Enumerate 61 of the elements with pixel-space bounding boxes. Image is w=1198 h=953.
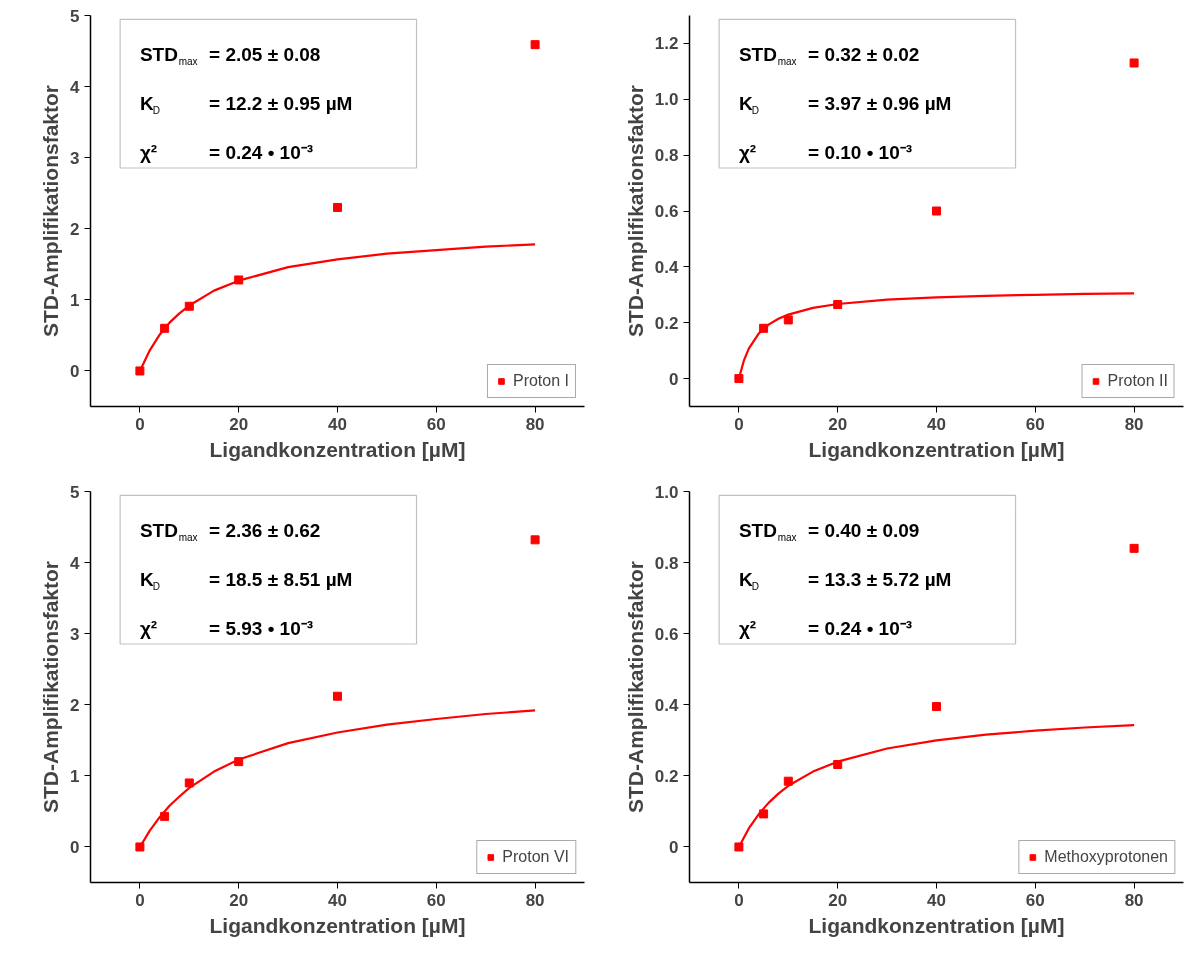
y-axis-title: STD-Amplifikationsfaktor xyxy=(623,560,647,814)
legend-label: Methoxyprotonen xyxy=(1044,848,1168,866)
y-tick-label: 5 xyxy=(70,6,80,26)
y-tick-label: 0.4 xyxy=(654,257,680,277)
x-axis-title: Ligandkonzentration [µM] xyxy=(808,437,1065,461)
y-tick-label: 2 xyxy=(70,219,80,239)
text: χ² = 0.10 • 10⁻³ xyxy=(738,141,913,163)
x-tick-label: 20 xyxy=(828,414,848,434)
y-tick-label: 4 xyxy=(70,553,81,573)
x-axis-title: Ligandkonzentration [µM] xyxy=(209,913,466,937)
y-axis-title: STD-Amplifikationsfaktor xyxy=(39,560,63,814)
y-tick-label: 0 xyxy=(70,361,80,381)
x-tick-label: 20 xyxy=(229,414,249,434)
y-tick-label: 1 xyxy=(70,290,80,310)
x-tick-label: 60 xyxy=(1025,890,1045,910)
legend-label: Proton VI xyxy=(502,848,569,866)
x-tick-label: 0 xyxy=(734,414,744,434)
x-tick-label: 0 xyxy=(135,414,145,434)
x-tick-label: 40 xyxy=(328,890,347,910)
text: χ² = 5.93 • 10⁻³ xyxy=(139,617,314,639)
y-tick-label: 3 xyxy=(70,148,80,168)
x-tick-label: 60 xyxy=(426,890,446,910)
x-tick-label: 20 xyxy=(229,890,249,910)
legend-label: Proton II xyxy=(1107,372,1168,390)
y-tick-label: 0.6 xyxy=(654,202,679,221)
x-tick-label: 60 xyxy=(426,414,446,434)
y-tick-label: 3 xyxy=(70,624,80,644)
y-axis-title: STD-Amplifikationsfaktor xyxy=(623,84,647,338)
y-tick-label: 0.2 xyxy=(654,313,679,333)
y-axis-title: STD-Amplifikationsfaktor xyxy=(39,84,63,338)
y-tick-label: 5 xyxy=(70,482,80,502)
y-tick-label: 2 xyxy=(70,695,80,715)
x-tick-label: 60 xyxy=(1025,414,1045,434)
x-axis-title: Ligandkonzentration [µM] xyxy=(209,437,466,461)
y-tick-label: 0.4 xyxy=(654,695,680,715)
y-tick-label: 0 xyxy=(669,369,679,389)
y-tick-label: 0.2 xyxy=(654,766,679,786)
y-tick-label: 1 xyxy=(70,766,80,786)
x-tick-label: 80 xyxy=(525,890,545,910)
y-tick-label: 0 xyxy=(669,837,679,857)
y-tick-label: 1.0 xyxy=(654,482,679,502)
x-tick-label: 20 xyxy=(828,890,848,910)
x-tick-label: 40 xyxy=(927,414,946,434)
y-tick-label: 0.8 xyxy=(654,146,679,166)
x-axis-title: Ligandkonzentration [µM] xyxy=(808,913,1065,937)
y-tick-label: 0.8 xyxy=(654,553,679,573)
text: χ² = 0.24 • 10⁻³ xyxy=(139,141,314,163)
x-tick-label: 0 xyxy=(734,890,744,910)
y-tick-label: 0.6 xyxy=(654,624,679,644)
x-tick-label: 40 xyxy=(927,890,946,910)
legend-label: Proton I xyxy=(512,372,569,390)
y-tick-label: 4 xyxy=(70,77,81,97)
x-tick-label: 0 xyxy=(135,890,145,910)
x-tick-label: 80 xyxy=(1124,414,1144,434)
x-tick-label: 80 xyxy=(525,414,545,434)
x-tick-label: 40 xyxy=(328,414,347,434)
y-tick-label: 1.0 xyxy=(654,90,679,110)
y-tick-label: 1.2 xyxy=(654,34,679,54)
x-tick-label: 80 xyxy=(1124,890,1144,910)
y-tick-label: 0 xyxy=(70,837,80,857)
text: χ² = 0.24 • 10⁻³ xyxy=(738,617,913,639)
